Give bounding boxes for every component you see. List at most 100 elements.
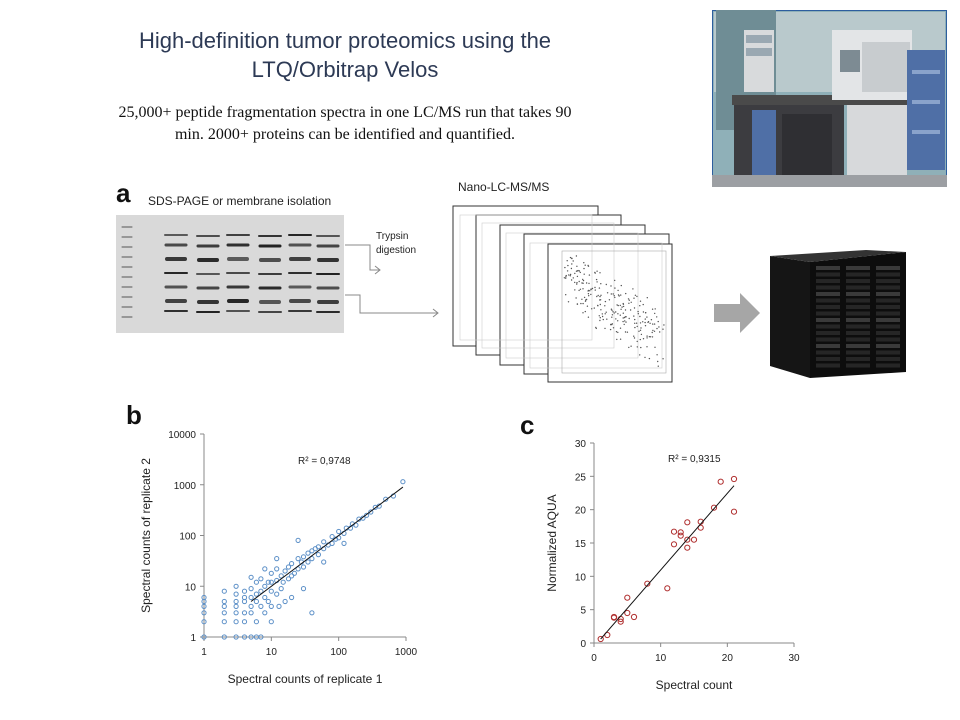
data-point [368, 509, 374, 515]
data-point [291, 570, 297, 576]
r-squared-annotation: R² = 0,9315 [668, 454, 721, 465]
data-point [617, 618, 624, 625]
data-point [690, 536, 698, 543]
data-point [221, 610, 227, 616]
data-point [241, 588, 248, 594]
data-point [295, 556, 301, 562]
data-point [282, 598, 288, 605]
data-point [278, 573, 284, 579]
title-line-1: High-definition tumor proteomics using t… [138, 28, 552, 53]
data-point [248, 586, 254, 592]
data-point [241, 610, 248, 616]
y-tick-label: 1000 [174, 481, 197, 492]
data-point [276, 603, 282, 609]
server-rack-image [770, 250, 906, 378]
ms-label: Nano-LC-MS/MS [458, 180, 550, 194]
gel-bands [121, 226, 340, 318]
subtitle-line-1: 25,000+ peptide fragmentation spectra in… [118, 104, 572, 121]
data-point [300, 586, 307, 592]
data-point [221, 598, 227, 605]
data-point [341, 540, 347, 547]
x-tick-label: 0 [591, 653, 597, 664]
data-point [241, 634, 248, 640]
page-title: High-definition tumor proteomics using t… [40, 26, 650, 84]
data-point [233, 634, 239, 640]
data-point [289, 594, 295, 601]
digestion-label: Trypsin digestion [376, 230, 416, 258]
data-point [624, 609, 631, 617]
panel-b-letter: b [126, 400, 142, 430]
data-point [262, 583, 268, 589]
data-point [201, 634, 207, 640]
data-point [241, 594, 248, 601]
data-point [201, 619, 207, 625]
data-point [201, 610, 207, 616]
data-point [262, 594, 268, 601]
sds-page-gel [116, 215, 344, 333]
y-axis-label: Normalized AQUA [545, 494, 559, 591]
data-point [274, 566, 280, 572]
y-tick-label: 1 [190, 633, 196, 644]
ms-spectrum-dots [563, 255, 665, 367]
data-point [305, 559, 311, 565]
gel-label: SDS-PAGE or membrane isolation [148, 194, 332, 208]
data-point [677, 532, 684, 539]
data-point [274, 591, 280, 597]
analysis-arrow [714, 293, 760, 333]
digestion-label-line-1: Trypsin [376, 231, 409, 242]
data-point [383, 496, 389, 502]
data-point [295, 566, 301, 572]
data-point [364, 512, 370, 518]
data-point [248, 594, 254, 601]
data-point [262, 610, 268, 616]
data-point [285, 576, 292, 582]
data-point [664, 585, 671, 592]
data-point [253, 579, 260, 585]
data-point [253, 619, 260, 625]
data-point [300, 564, 307, 570]
y-tick-label: 10000 [168, 430, 196, 441]
y-tick-label: 30 [575, 439, 587, 450]
y-tick-label: 0 [580, 639, 586, 650]
data-point [221, 603, 227, 609]
data-point [309, 610, 315, 616]
subtitle-line-2: min. 2000+ proteins can be identified an… [174, 126, 516, 143]
data-point [268, 570, 274, 576]
data-point [221, 634, 227, 640]
y-tick-label: 15 [575, 539, 587, 550]
data-point [321, 539, 327, 545]
data-point [268, 619, 274, 625]
data-point [730, 475, 738, 483]
data-point [329, 534, 335, 540]
chart-replicates: 1 10 100 1000 1 10 100 1000 10000 R² = 0,9748 Spec… [139, 430, 418, 686]
data-point [201, 603, 207, 609]
data-point [684, 544, 691, 551]
y-tick-label: 10 [185, 582, 197, 593]
data-point [329, 540, 335, 547]
data-point [221, 619, 227, 625]
data-point [233, 591, 239, 597]
x-tick-label: 1000 [395, 647, 418, 658]
data-point [253, 598, 260, 605]
data-point [305, 550, 311, 556]
data-point [262, 566, 268, 572]
page-subtitle: 25,000+ peptide fragmentation spectra in… [40, 102, 650, 146]
data-point [253, 634, 260, 640]
data-point [400, 479, 406, 485]
data-point [248, 574, 254, 580]
data-point [630, 613, 638, 621]
data-point [241, 619, 248, 625]
y-tick-label: 5 [580, 606, 586, 617]
data-point [258, 603, 264, 609]
digestion-label-line-2: digestion [376, 245, 417, 256]
rack-slots [816, 266, 900, 368]
data-point [248, 634, 254, 640]
data-point [670, 541, 678, 548]
data-point [710, 504, 718, 511]
ms-spectra-stack [452, 205, 673, 383]
x-tick-label: 30 [788, 653, 800, 664]
data-point [670, 528, 678, 535]
data-point [644, 580, 651, 587]
data-point [360, 515, 366, 521]
x-axis-label: Spectral count [656, 678, 733, 692]
